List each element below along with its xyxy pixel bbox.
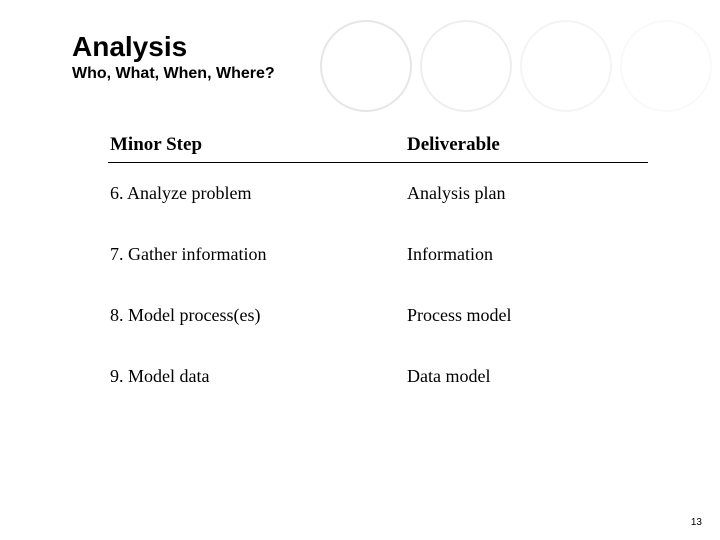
table-row: 6. Analyze problem Analysis plan [108,163,648,225]
cell-step: 9. Model data [108,346,405,407]
page-number: 13 [691,517,702,528]
table-row: 7. Gather information Information [108,224,648,285]
header-deliverable: Deliverable [405,128,648,163]
header-minor-step: Minor Step [108,128,405,163]
circle-icon [320,20,412,112]
circle-icon [620,20,712,112]
cell-step: 7. Gather information [108,224,405,285]
slide-subtitle: Who, What, When, Where? [72,65,275,83]
cell-step: 8. Model process(es) [108,285,405,346]
cell-deliverable: Information [405,224,648,285]
circle-icon [420,20,512,112]
cell-deliverable: Process model [405,285,648,346]
table-row: 9. Model data Data model [108,346,648,407]
cell-step: 6. Analyze problem [108,163,405,225]
circle-icon [520,20,612,112]
title-block: Analysis Who, What, When, Where? [72,32,275,83]
cell-deliverable: Analysis plan [405,163,648,225]
table-row: 8. Model process(es) Process model [108,285,648,346]
table-container: Minor Step Deliverable 6. Analyze proble… [108,128,648,407]
steps-table: Minor Step Deliverable 6. Analyze proble… [108,128,648,407]
slide: Analysis Who, What, When, Where? Minor S… [0,0,720,540]
cell-deliverable: Data model [405,346,648,407]
slide-title: Analysis [72,32,275,63]
table-header-row: Minor Step Deliverable [108,128,648,163]
